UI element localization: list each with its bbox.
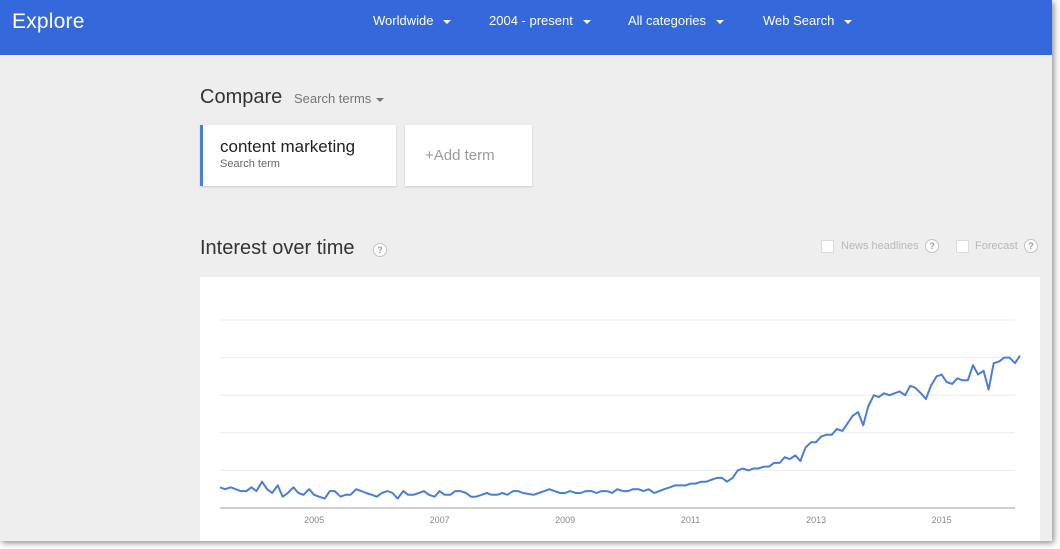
caret-down-icon bbox=[443, 19, 452, 24]
category-filter[interactable]: All categories bbox=[628, 13, 725, 28]
category-filter-label: All categories bbox=[628, 13, 707, 28]
interest-chart-svg: 2005 2007 2009 2011 2013 2015 bbox=[219, 319, 1021, 525]
location-filter[interactable]: Worldwide bbox=[373, 13, 452, 28]
caret-down-icon bbox=[844, 19, 853, 24]
caret-down-icon bbox=[716, 19, 725, 24]
compare-mode-label: Search terms bbox=[294, 91, 372, 106]
explore-title[interactable]: Explore bbox=[12, 10, 85, 33]
x-tick-label: 2015 bbox=[932, 515, 952, 525]
time-range-filter-label: 2004 - present bbox=[489, 13, 573, 28]
top-bar: Explore Worldwide 2004 - present All cat… bbox=[0, 0, 1052, 55]
x-tick-label: 2005 bbox=[304, 515, 324, 525]
compare-heading: Compare bbox=[200, 86, 283, 108]
search-term-name: content marketing bbox=[220, 137, 356, 156]
forecast-label: Forecast bbox=[975, 240, 1018, 252]
add-term-text: Add term bbox=[433, 147, 495, 164]
search-term-type: Search term bbox=[220, 158, 280, 170]
news-headlines-help-icon[interactable]: ? bbox=[925, 239, 939, 253]
search-type-filter-label: Web Search bbox=[763, 13, 835, 28]
interest-chart: 2005 2007 2009 2011 2013 2015 bbox=[200, 277, 1040, 541]
x-tick-label: 2009 bbox=[555, 515, 575, 525]
app-window: Explore Worldwide 2004 - present All cat… bbox=[0, 0, 1052, 541]
add-term-label: +Add term bbox=[425, 147, 495, 164]
news-headlines-checkbox[interactable] bbox=[821, 240, 834, 253]
x-tick-label: 2011 bbox=[681, 515, 700, 525]
compare-mode-dropdown[interactable]: Search terms bbox=[294, 91, 385, 106]
caret-down-icon bbox=[582, 19, 591, 24]
time-range-filter[interactable]: 2004 - present bbox=[489, 13, 591, 28]
help-icon[interactable]: ? bbox=[373, 243, 387, 257]
x-tick-label: 2007 bbox=[430, 515, 450, 525]
series-line bbox=[219, 355, 1021, 500]
location-filter-label: Worldwide bbox=[373, 13, 434, 28]
search-type-filter[interactable]: Web Search bbox=[763, 13, 853, 28]
forecast-checkbox[interactable] bbox=[956, 240, 969, 253]
interest-over-time-heading: Interest over time bbox=[200, 237, 355, 259]
x-tick-label: 2013 bbox=[806, 515, 826, 525]
news-headlines-label: News headlines bbox=[841, 240, 919, 252]
plus-icon: + bbox=[425, 147, 434, 164]
forecast-help-icon[interactable]: ? bbox=[1024, 239, 1038, 253]
caret-down-icon bbox=[376, 97, 385, 102]
search-term-card[interactable]: content marketing Search term bbox=[200, 125, 396, 186]
add-term-button[interactable]: +Add term bbox=[405, 125, 532, 186]
